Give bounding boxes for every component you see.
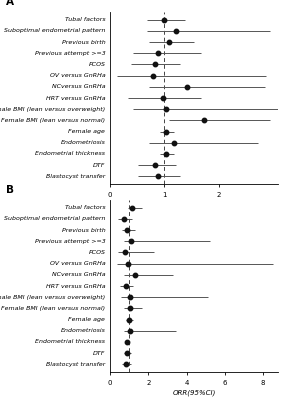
Text: A: A [6,0,14,7]
X-axis label: ORR(95%CI): ORR(95%CI) [173,201,216,208]
X-axis label: ORR(95%CI): ORR(95%CI) [173,389,216,396]
Text: B: B [6,185,14,195]
